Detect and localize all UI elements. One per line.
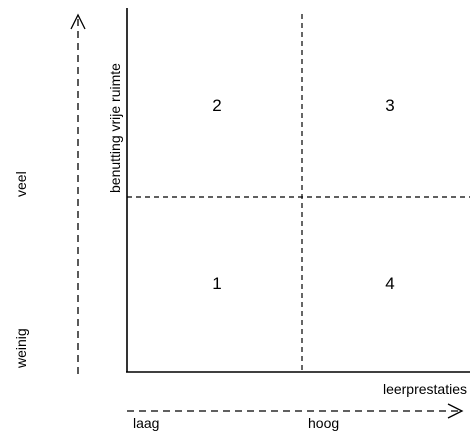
quadrant-top-left-number: 2	[212, 96, 221, 115]
quadrant-bottom-right-number: 4	[385, 274, 394, 293]
y-high-label: veel	[13, 171, 29, 197]
y-axis-title: benutting vrije ruimte	[107, 63, 123, 193]
left-arrow-head	[70, 13, 86, 30]
quadrant-top-right-number: 3	[385, 96, 394, 115]
x-low-label: laag	[133, 415, 159, 431]
quadrant-bottom-left-number: 1	[212, 274, 221, 293]
x-axis-title: leerprestaties	[383, 381, 467, 397]
x-high-label: hoog	[308, 415, 339, 431]
y-low-label: weinig	[13, 328, 29, 369]
bottom-arrow-head	[447, 403, 464, 419]
